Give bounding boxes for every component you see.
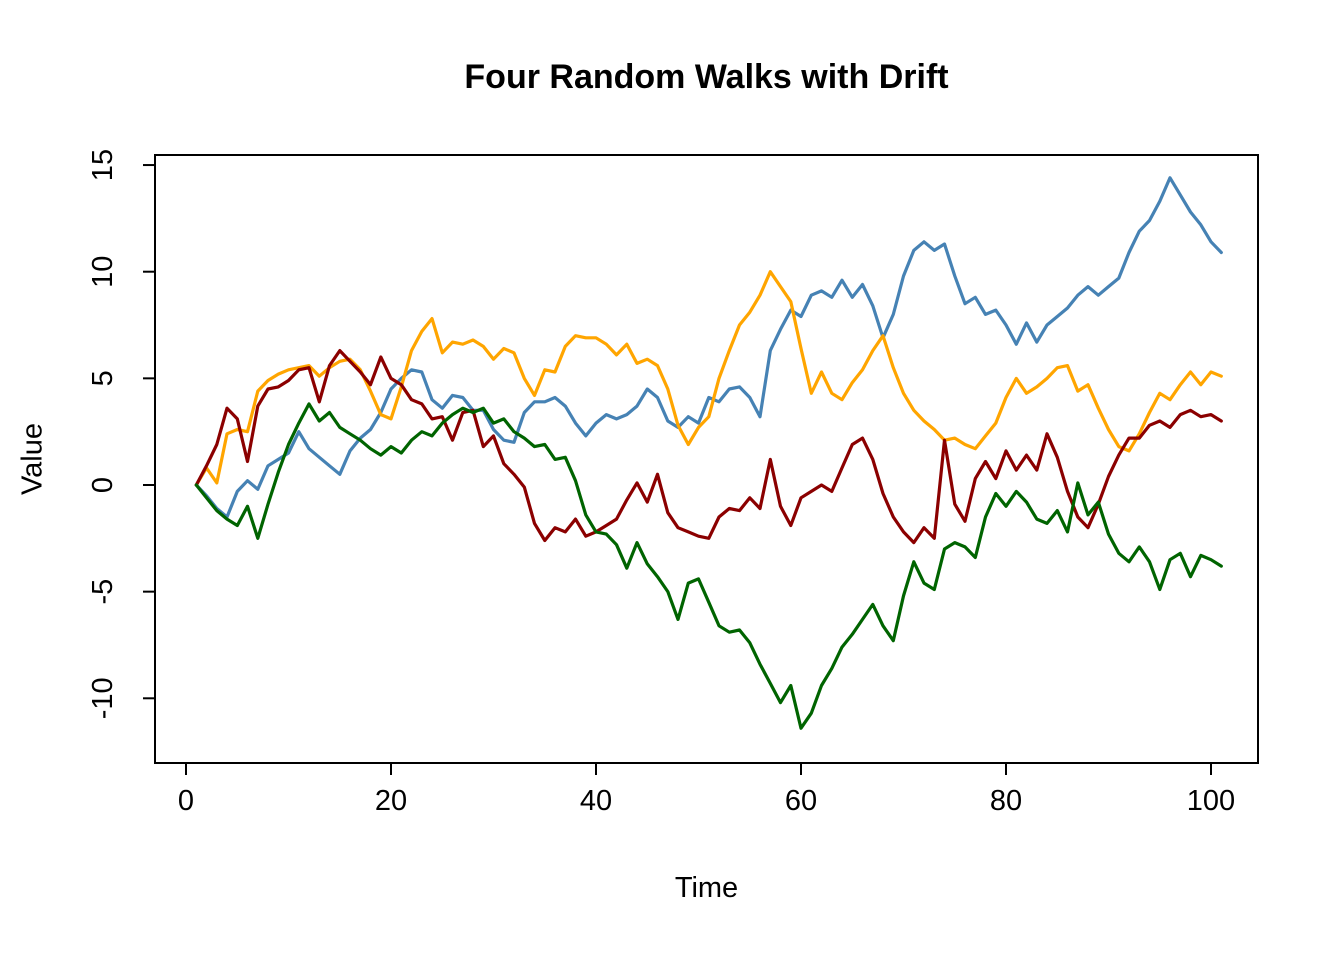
- y-tick-label: -10: [87, 677, 119, 719]
- x-tick-label: 100: [1187, 785, 1235, 817]
- x-tick-label: 80: [990, 785, 1022, 817]
- series-line-series-2: [194, 270, 1223, 487]
- y-tick-label: 10: [87, 256, 119, 288]
- series-line-series-1: [194, 176, 1223, 519]
- y-axis-label: Value: [16, 422, 49, 496]
- x-tick-label: 40: [580, 785, 612, 817]
- plot-border: [154, 154, 1259, 764]
- y-tick-label: 0: [87, 477, 119, 493]
- x-tick-label: 60: [785, 785, 817, 817]
- series-line-series-4: [194, 402, 1223, 730]
- series-line-series-3: [194, 349, 1223, 545]
- y-tick-label: 15: [87, 149, 119, 181]
- chart-title: Four Random Walks with Drift: [464, 58, 949, 96]
- y-tick-label: -5: [87, 579, 119, 605]
- y-tick-label: 5: [87, 370, 119, 386]
- x-axis-label: Time: [674, 872, 739, 904]
- x-tick-label: 20: [375, 785, 407, 817]
- x-tick-label: 0: [178, 785, 194, 817]
